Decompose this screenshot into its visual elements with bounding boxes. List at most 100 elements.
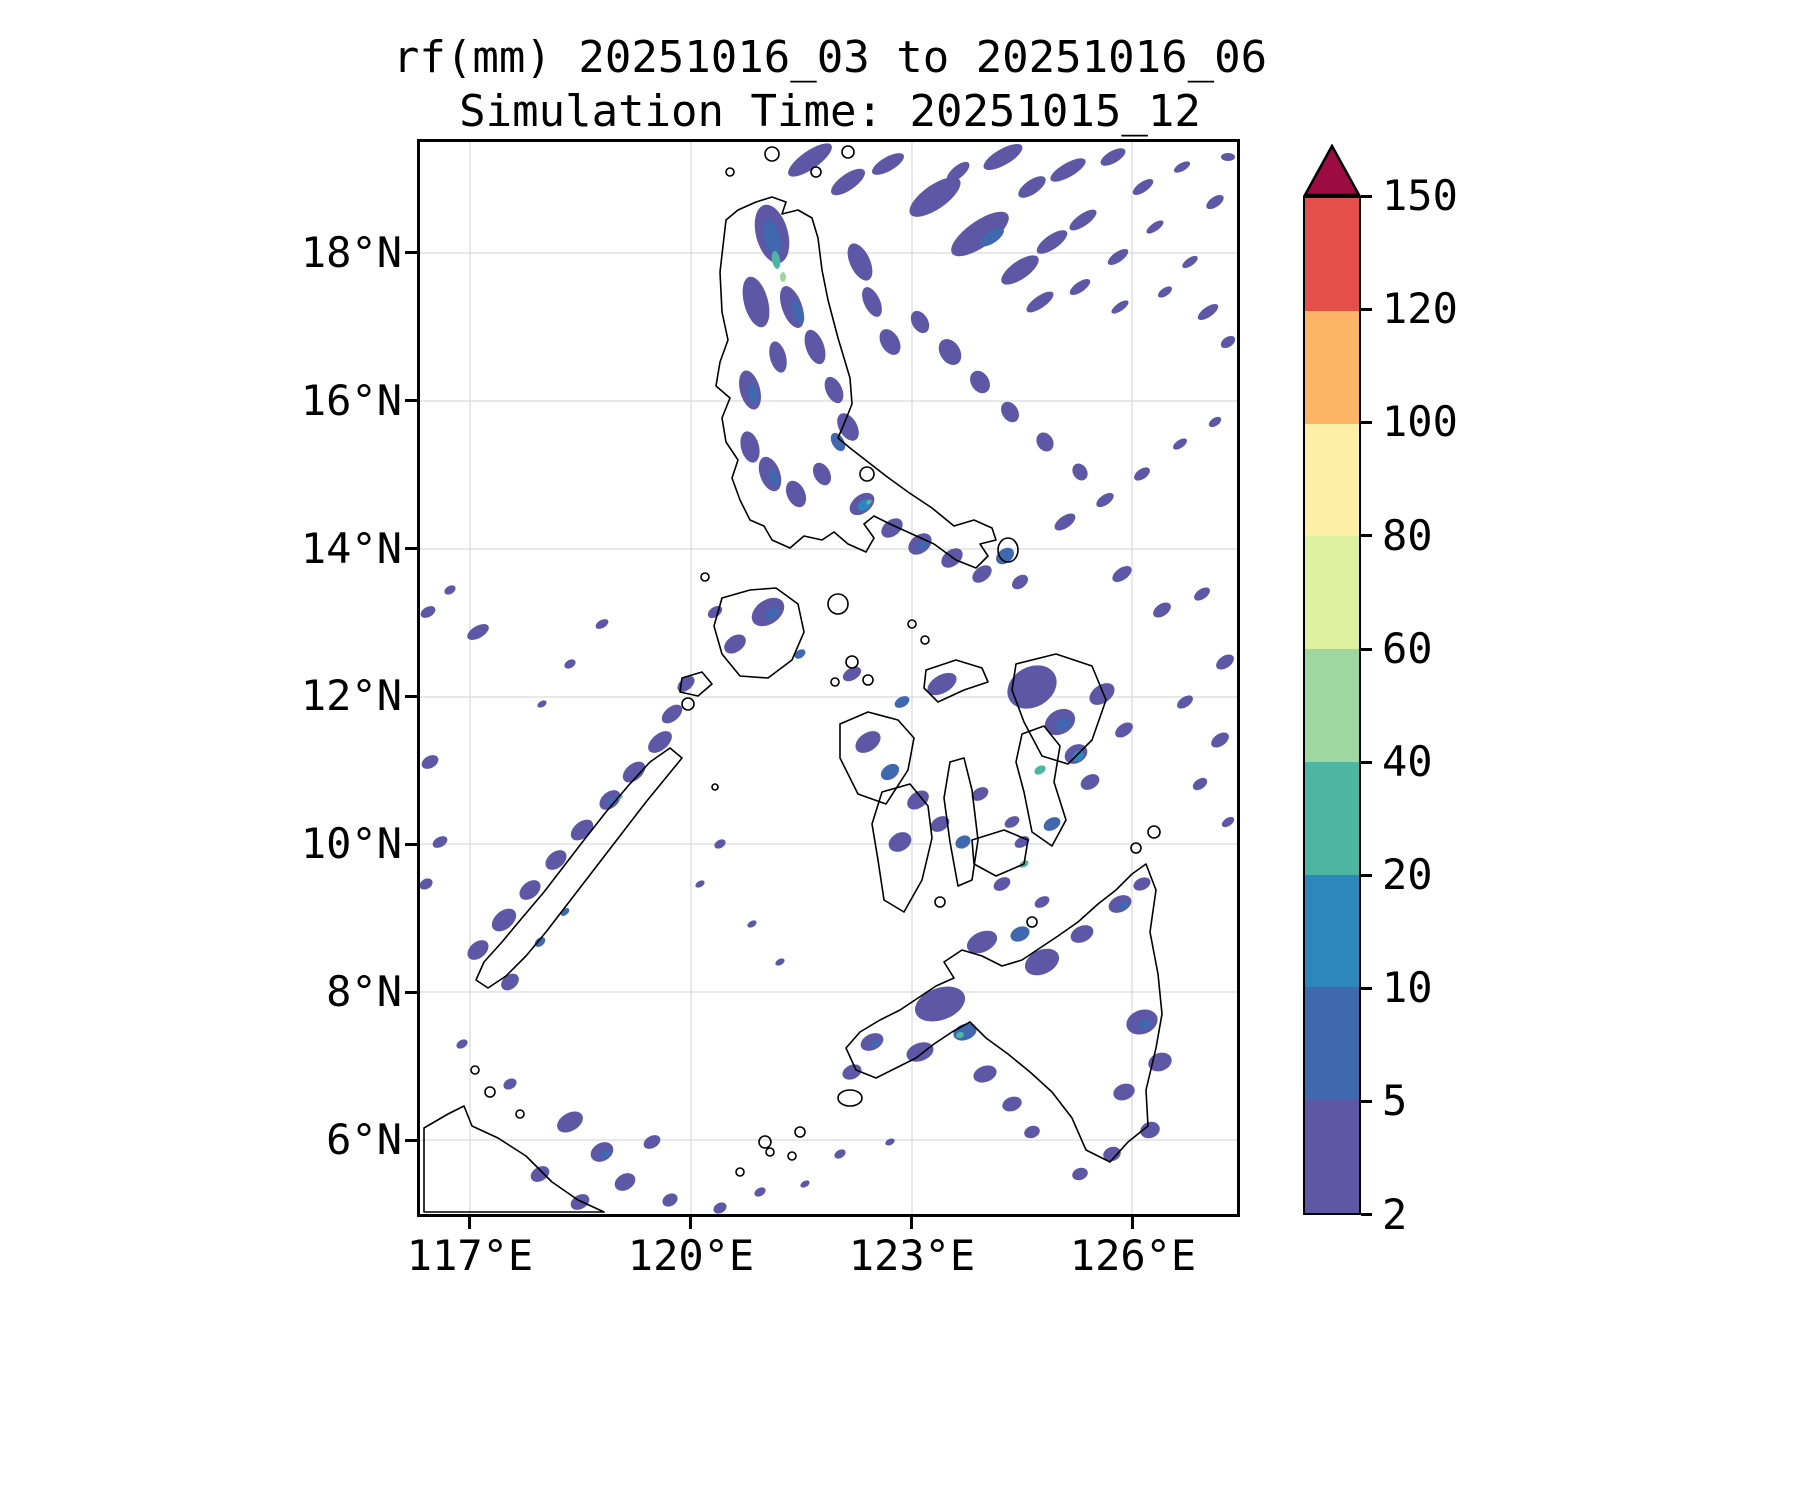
masbate-coastline — [923, 659, 989, 703]
plot-border — [417, 139, 1240, 1217]
rain-cell — [812, 462, 832, 486]
y-tick — [405, 695, 417, 698]
luzon-coastline — [715, 196, 997, 569]
rain-cell — [1117, 901, 1129, 911]
rain-cell — [1111, 300, 1129, 314]
rain-cell — [862, 287, 882, 317]
rain-cell — [1001, 401, 1019, 423]
colorbar-tick-label: 5 — [1382, 1076, 1408, 1125]
rain-cell — [1113, 1083, 1135, 1101]
colorbar-tick — [1361, 987, 1372, 990]
rain-cell — [1001, 255, 1039, 285]
islet-coastline — [700, 572, 710, 582]
islet-coastline — [1026, 916, 1038, 928]
rain-cell — [1007, 665, 1057, 709]
rain-cell — [996, 547, 1014, 565]
colorbar-tick — [1361, 195, 1372, 198]
rain-cell — [1140, 1121, 1160, 1139]
rain-cell — [1132, 178, 1154, 196]
colorbar-segment — [1305, 874, 1359, 988]
colorbar-tick — [1361, 1213, 1372, 1216]
colorbar-segment — [1305, 536, 1359, 650]
rain-cell — [1036, 230, 1068, 254]
islet-coastline — [470, 1065, 480, 1075]
rain-cell — [842, 1064, 862, 1080]
rain-cell — [927, 672, 957, 696]
rain-cell — [914, 986, 966, 1022]
colorbar-tick — [1361, 648, 1372, 651]
rain-cell — [938, 338, 962, 366]
rain-cell — [993, 877, 1011, 891]
colorbar-tick-label: 60 — [1382, 624, 1433, 673]
busuanga-coastline — [679, 671, 713, 697]
colorbar-tick-label: 80 — [1382, 511, 1433, 560]
rain-cell — [648, 731, 672, 753]
rain-cell — [1197, 303, 1219, 321]
rain-cell — [1054, 513, 1076, 531]
rain-cell — [951, 211, 1009, 257]
rain-cell — [599, 1149, 611, 1159]
rain-cell — [1134, 467, 1150, 481]
rain-cell — [785, 480, 807, 508]
rain-cell — [747, 920, 757, 928]
y-tick-label: 14°N — [300, 524, 402, 573]
leyte-coastline — [1015, 725, 1067, 847]
colorbar-tick — [1361, 308, 1372, 311]
rain-cell — [1010, 926, 1030, 942]
rain-cell — [1055, 717, 1071, 731]
y-tick-label: 16°N — [300, 376, 402, 425]
rain-cell — [1146, 220, 1164, 234]
colorbar-over-triangle — [1303, 144, 1361, 197]
colorbar-segment — [1305, 423, 1359, 537]
islet-coastline — [764, 146, 780, 162]
colorbar-tick — [1361, 761, 1372, 764]
rain-cell — [830, 168, 866, 196]
rain-cell — [1112, 566, 1132, 582]
rain-cell — [955, 835, 971, 849]
y-tick — [405, 1139, 417, 1142]
rain-cell — [880, 763, 900, 781]
rain-cell — [1153, 602, 1171, 618]
rain-cell — [557, 1111, 583, 1133]
islet-coastline — [1147, 825, 1161, 839]
colorbar-tick — [1361, 421, 1372, 424]
rain-cell — [519, 880, 541, 900]
rain-cell — [791, 300, 805, 324]
rain-cell — [420, 878, 433, 890]
rain-cell — [444, 585, 456, 595]
rain-cell — [530, 1166, 550, 1182]
rain-cell — [830, 432, 846, 452]
colorbar-segment — [1305, 1100, 1359, 1213]
colorbar-tick-label: 2 — [1382, 1190, 1408, 1239]
islet-coastline — [758, 1135, 772, 1149]
rain-cell — [1133, 877, 1151, 891]
rain-cell — [1072, 463, 1088, 481]
islet-coastline — [711, 783, 719, 791]
rain-cell — [537, 700, 547, 708]
map-plot — [420, 142, 1237, 1214]
rain-cell — [1194, 587, 1210, 601]
rain-cell — [775, 958, 785, 966]
colorbar-segment — [1305, 987, 1359, 1101]
palawan-coastline — [475, 747, 683, 989]
mindanao-coastline — [845, 863, 1163, 1163]
y-tick-label: 10°N — [300, 819, 402, 868]
rain-cell — [870, 1039, 880, 1049]
rain-cell — [1034, 896, 1050, 908]
rain-cells — [420, 143, 1236, 1214]
rain-cell — [910, 310, 930, 334]
rain-cell — [467, 624, 489, 640]
rain-cell — [980, 227, 1004, 247]
basilan-coastline — [837, 1089, 863, 1107]
rain-cell — [906, 1042, 934, 1062]
plot-subtitle: Simulation Time: 20251015_12 — [459, 86, 1201, 137]
rain-cell — [1208, 416, 1222, 428]
rain-cell — [432, 836, 448, 848]
rain-cell — [1070, 925, 1094, 943]
x-tick — [1131, 1217, 1134, 1229]
plot-title: rf(mm) 20251016_03 to 20251016_06 — [392, 32, 1268, 83]
rain-cell — [956, 1031, 964, 1039]
rain-cell — [1034, 765, 1046, 775]
rain-cell — [1036, 432, 1054, 452]
y-tick-label: 8°N — [326, 967, 402, 1016]
